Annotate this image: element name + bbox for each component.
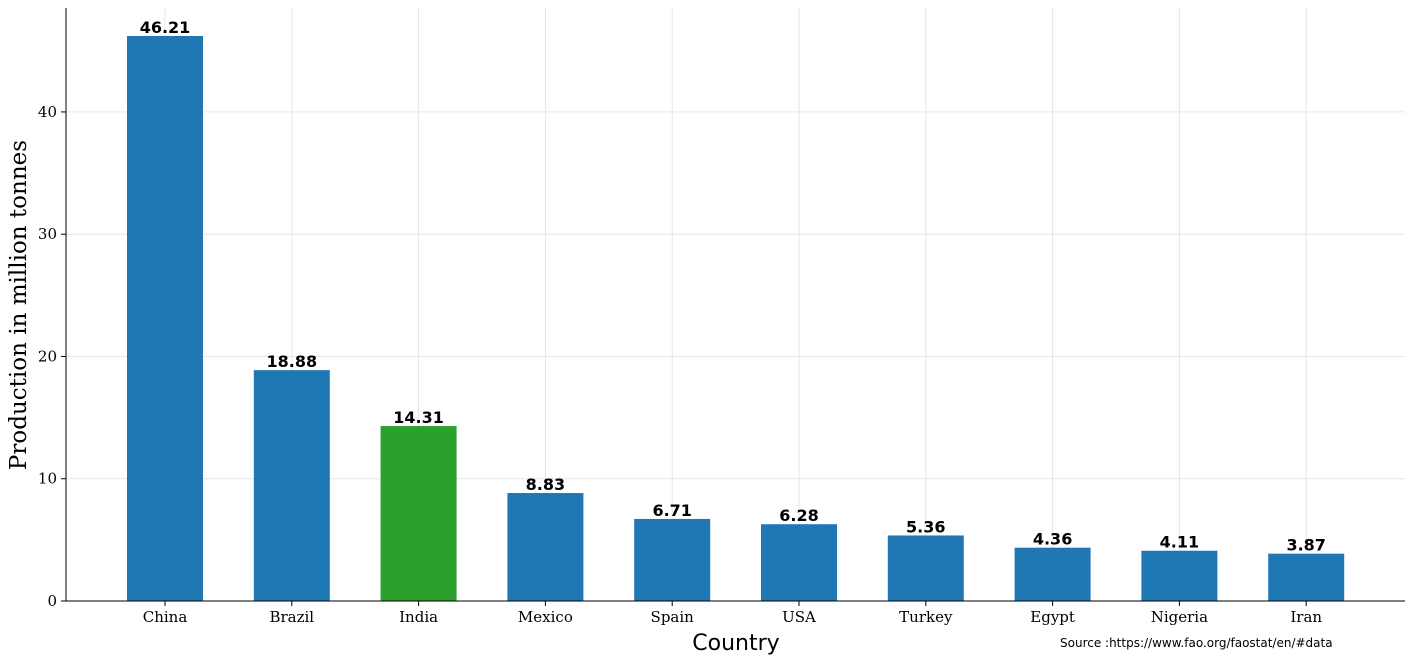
bars-layer: [127, 35, 1345, 601]
value-label-china: 46.21: [140, 18, 191, 37]
y-axis-label: Production in million tonnes: [6, 140, 32, 470]
x-tick-label-nigeria: Nigeria: [1151, 608, 1208, 626]
x-tick-label-spain: Spain: [651, 608, 695, 626]
y-tick-label: 30: [38, 225, 57, 243]
value-label-nigeria: 4.11: [1160, 533, 1199, 552]
x-tick-label-egypt: Egypt: [1030, 608, 1075, 626]
x-tick-label-turkey: Turkey: [899, 608, 953, 626]
x-tick-label-mexico: Mexico: [518, 608, 573, 626]
x-tick-label-china: China: [143, 608, 188, 626]
x-tick-label-iran: Iran: [1290, 608, 1322, 626]
bar-usa: [761, 524, 837, 601]
x-axis-label: Country: [692, 631, 779, 656]
value-label-egypt: 4.36: [1033, 530, 1072, 549]
x-tick-label-usa: USA: [782, 608, 816, 626]
value-label-mexico: 8.83: [526, 475, 565, 494]
value-label-usa: 6.28: [779, 506, 818, 525]
value-label-turkey: 5.36: [906, 517, 945, 536]
y-tick-label: 0: [47, 592, 57, 610]
bar-iran: [1268, 553, 1345, 601]
y-tick-labels: 0 10 20 30 40: [38, 103, 66, 610]
bar-mexico: [507, 493, 584, 601]
x-tick-label-brazil: Brazil: [269, 608, 314, 626]
value-label-brazil: 18.88: [266, 352, 317, 371]
grid-layer: [66, 8, 1405, 601]
source-annotation: Source :https://www.fao.org/faostat/en/#…: [1060, 636, 1333, 650]
bar-nigeria: [1141, 550, 1218, 601]
value-label-india: 14.31: [393, 408, 444, 427]
value-label-iran: 3.87: [1286, 536, 1325, 555]
y-tick-label: 40: [38, 103, 57, 121]
bar-turkey: [887, 535, 964, 601]
bar-india: [380, 426, 457, 601]
y-tick-label: 10: [38, 470, 57, 488]
value-label-spain: 6.71: [652, 501, 691, 520]
x-tick-labels: China Brazil India Mexico Spain USA Turkey Egyp…: [143, 601, 1322, 626]
bar-spain: [634, 518, 711, 601]
bar-china: [127, 35, 203, 601]
value-labels-layer: 46.21 18.88 14.31 8.83 6.71 6.28 5.36 4.36 4.11 3…: [140, 18, 1326, 555]
y-tick-label: 20: [38, 347, 57, 365]
bar-egypt: [1014, 547, 1091, 601]
bar-brazil: [253, 370, 330, 601]
x-tick-label-india: India: [399, 608, 438, 626]
